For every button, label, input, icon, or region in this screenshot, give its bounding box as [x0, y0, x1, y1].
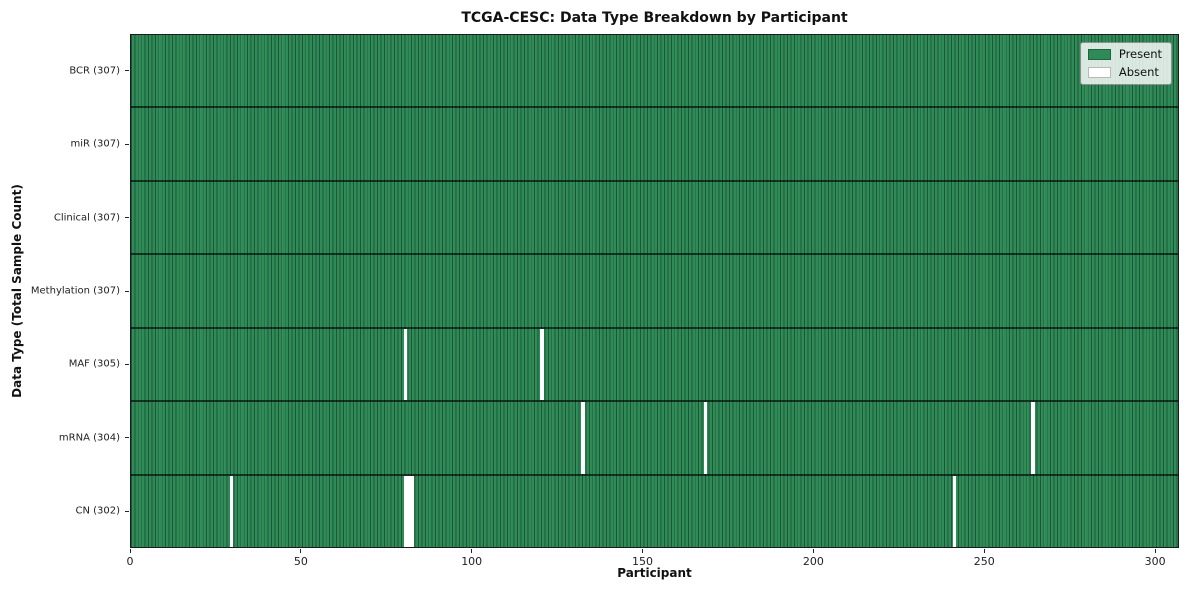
- absent-cell: [410, 475, 415, 547]
- legend-entry-absent: Absent: [1087, 64, 1162, 79]
- x-tick-label: 0: [126, 555, 134, 568]
- absent-cell: [403, 328, 408, 401]
- heatmap-row-miR: [131, 106, 1178, 180]
- x-tick-label: 300: [1144, 555, 1166, 568]
- heatmap-row-BCR: [131, 35, 1178, 107]
- x-tick-mark: [812, 549, 814, 553]
- absent-cell: [540, 328, 544, 401]
- x-tick-label: 100: [461, 555, 483, 568]
- absent-cell: [703, 402, 708, 474]
- x-tick-mark: [300, 549, 302, 553]
- x-tick-mark: [471, 549, 473, 553]
- y-tick-label: CN (302): [75, 505, 120, 517]
- heatmap-row-Methylation: [131, 253, 1178, 327]
- y-tick-mark: [125, 143, 129, 145]
- y-tick-label: Clinical (307): [53, 211, 120, 223]
- y-tick-label: MAF (305): [68, 358, 120, 370]
- y-tick-label: miR (307): [70, 138, 120, 150]
- x-tick-label: 250: [973, 555, 995, 568]
- legend-label: Present: [1118, 47, 1162, 61]
- x-tick-mark: [642, 549, 644, 553]
- y-tick-mark: [125, 70, 129, 72]
- y-axis-ticks: BCR (307) miR (307) Clinical (307) Methylat…: [0, 34, 130, 548]
- x-tick-label: 50: [293, 555, 308, 568]
- absent-cell: [952, 475, 957, 547]
- y-tick-label: mRNA (304): [58, 432, 120, 444]
- absent-cell: [1031, 402, 1035, 474]
- legend-swatch-absent: [1087, 66, 1111, 78]
- y-tick-mark: [125, 363, 129, 365]
- legend-swatch-present: [1087, 49, 1111, 61]
- legend: Present Absent: [1079, 42, 1172, 85]
- x-tick-mark: [983, 549, 985, 553]
- y-tick-mark: [125, 510, 129, 512]
- absent-cell: [403, 475, 408, 547]
- y-tick-mark: [125, 290, 129, 292]
- heatmap-row-MAF: [131, 326, 1178, 401]
- y-tick-mark: [125, 437, 129, 439]
- x-tick-mark: [129, 549, 131, 553]
- plot-area: Present Absent: [130, 34, 1179, 548]
- x-tick-label: 150: [632, 555, 654, 568]
- y-tick-mark: [125, 217, 129, 219]
- x-axis-ticks: 0 50 100 150 200 250 300: [126, 548, 1179, 568]
- heatmap-row-mRNA: [131, 400, 1178, 474]
- y-tick-label: Methylation (307): [30, 285, 120, 297]
- x-axis-label: Participant: [617, 566, 692, 580]
- absent-cell: [407, 475, 411, 547]
- legend-entry-present: Present: [1087, 47, 1162, 61]
- x-tick-label: 200: [802, 555, 824, 568]
- heatmap-row-CN: [131, 473, 1178, 547]
- absent-cell: [229, 475, 234, 547]
- y-tick-label: BCR (307): [69, 64, 120, 76]
- legend-label: Absent: [1118, 64, 1159, 79]
- heatmap-row-Clinical: [131, 179, 1178, 254]
- chart-title: TCGA-CESC: Data Type Breakdown by Partic…: [461, 10, 848, 26]
- x-tick-mark: [1154, 549, 1156, 553]
- heatmap-rows: [131, 35, 1178, 547]
- absent-cell: [581, 402, 585, 474]
